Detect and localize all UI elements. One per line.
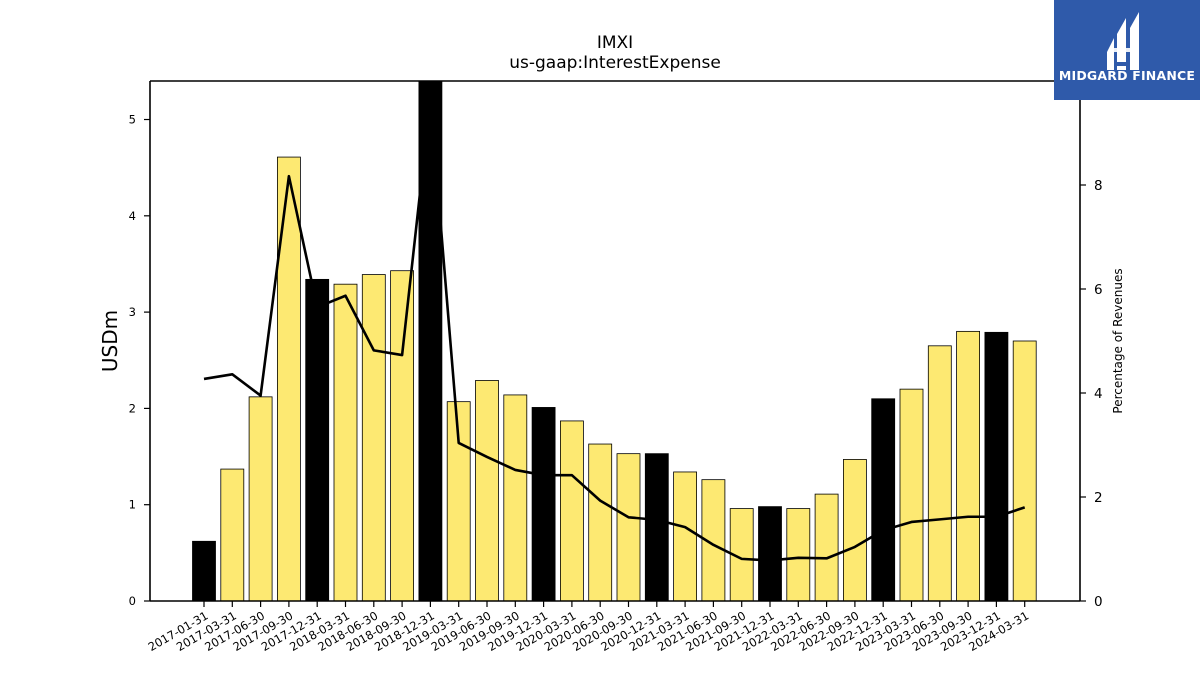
series-line — [203, 97, 1026, 562]
bar — [531, 407, 556, 602]
y-tick-label: 2 — [129, 401, 136, 415]
bar-series — [192, 80, 1037, 602]
bar — [418, 80, 443, 602]
bar — [616, 453, 641, 602]
y2-tick-label: 0 — [1094, 594, 1103, 610]
chart-title: IMXI — [596, 33, 634, 53]
bar — [984, 331, 1009, 602]
bar — [786, 508, 811, 602]
y-axis-label: USDm — [98, 310, 122, 372]
bar — [503, 394, 528, 602]
chart-subtitle: us-gaap:InterestExpense — [509, 53, 721, 73]
bar — [220, 468, 245, 602]
axes — [149, 80, 1081, 602]
bar — [390, 270, 415, 602]
bar — [871, 398, 896, 602]
logo-mark-icon — [1107, 12, 1139, 70]
y-axis-ticks: 0 1 2 3 4 5 — [129, 113, 150, 608]
brand-logo: MIDGARD FINANCE — [1054, 0, 1200, 100]
bar — [673, 471, 697, 602]
y2-tick-label: 6 — [1094, 282, 1103, 298]
bar — [475, 380, 499, 602]
bar — [560, 420, 584, 602]
y-tick-label: 4 — [129, 209, 136, 223]
bar — [276, 156, 301, 602]
bar — [927, 345, 952, 602]
y-tick-label: 5 — [129, 113, 136, 127]
y2-tick-label: 4 — [1094, 386, 1103, 402]
bar — [305, 278, 330, 602]
bar — [843, 459, 867, 602]
bar — [192, 540, 216, 602]
bar — [758, 506, 782, 602]
bar — [899, 388, 924, 602]
bar — [1012, 340, 1037, 602]
bar — [333, 283, 358, 602]
x-axis-ticks: 2017-01-312017-03-312017-06-302017-09-30… — [146, 601, 1031, 654]
line-series — [203, 97, 1026, 562]
y2-tick-label: 2 — [1094, 490, 1103, 506]
y-tick-label: 1 — [129, 498, 136, 512]
y2-axis-ticks: 0 2 4 6 8 — [1080, 178, 1103, 610]
bar — [588, 443, 613, 602]
bar — [814, 493, 839, 602]
bar — [956, 330, 980, 602]
y-tick-label: 3 — [129, 305, 136, 319]
y-tick-label: 0 — [129, 594, 136, 608]
y2-tick-label: 8 — [1094, 178, 1103, 194]
logo-text: MIDGARD FINANCE — [1058, 68, 1196, 83]
bar — [361, 274, 386, 602]
bar — [644, 453, 669, 602]
y2-axis-label: Percentage of Revenues — [1111, 268, 1125, 413]
bar — [248, 396, 273, 602]
